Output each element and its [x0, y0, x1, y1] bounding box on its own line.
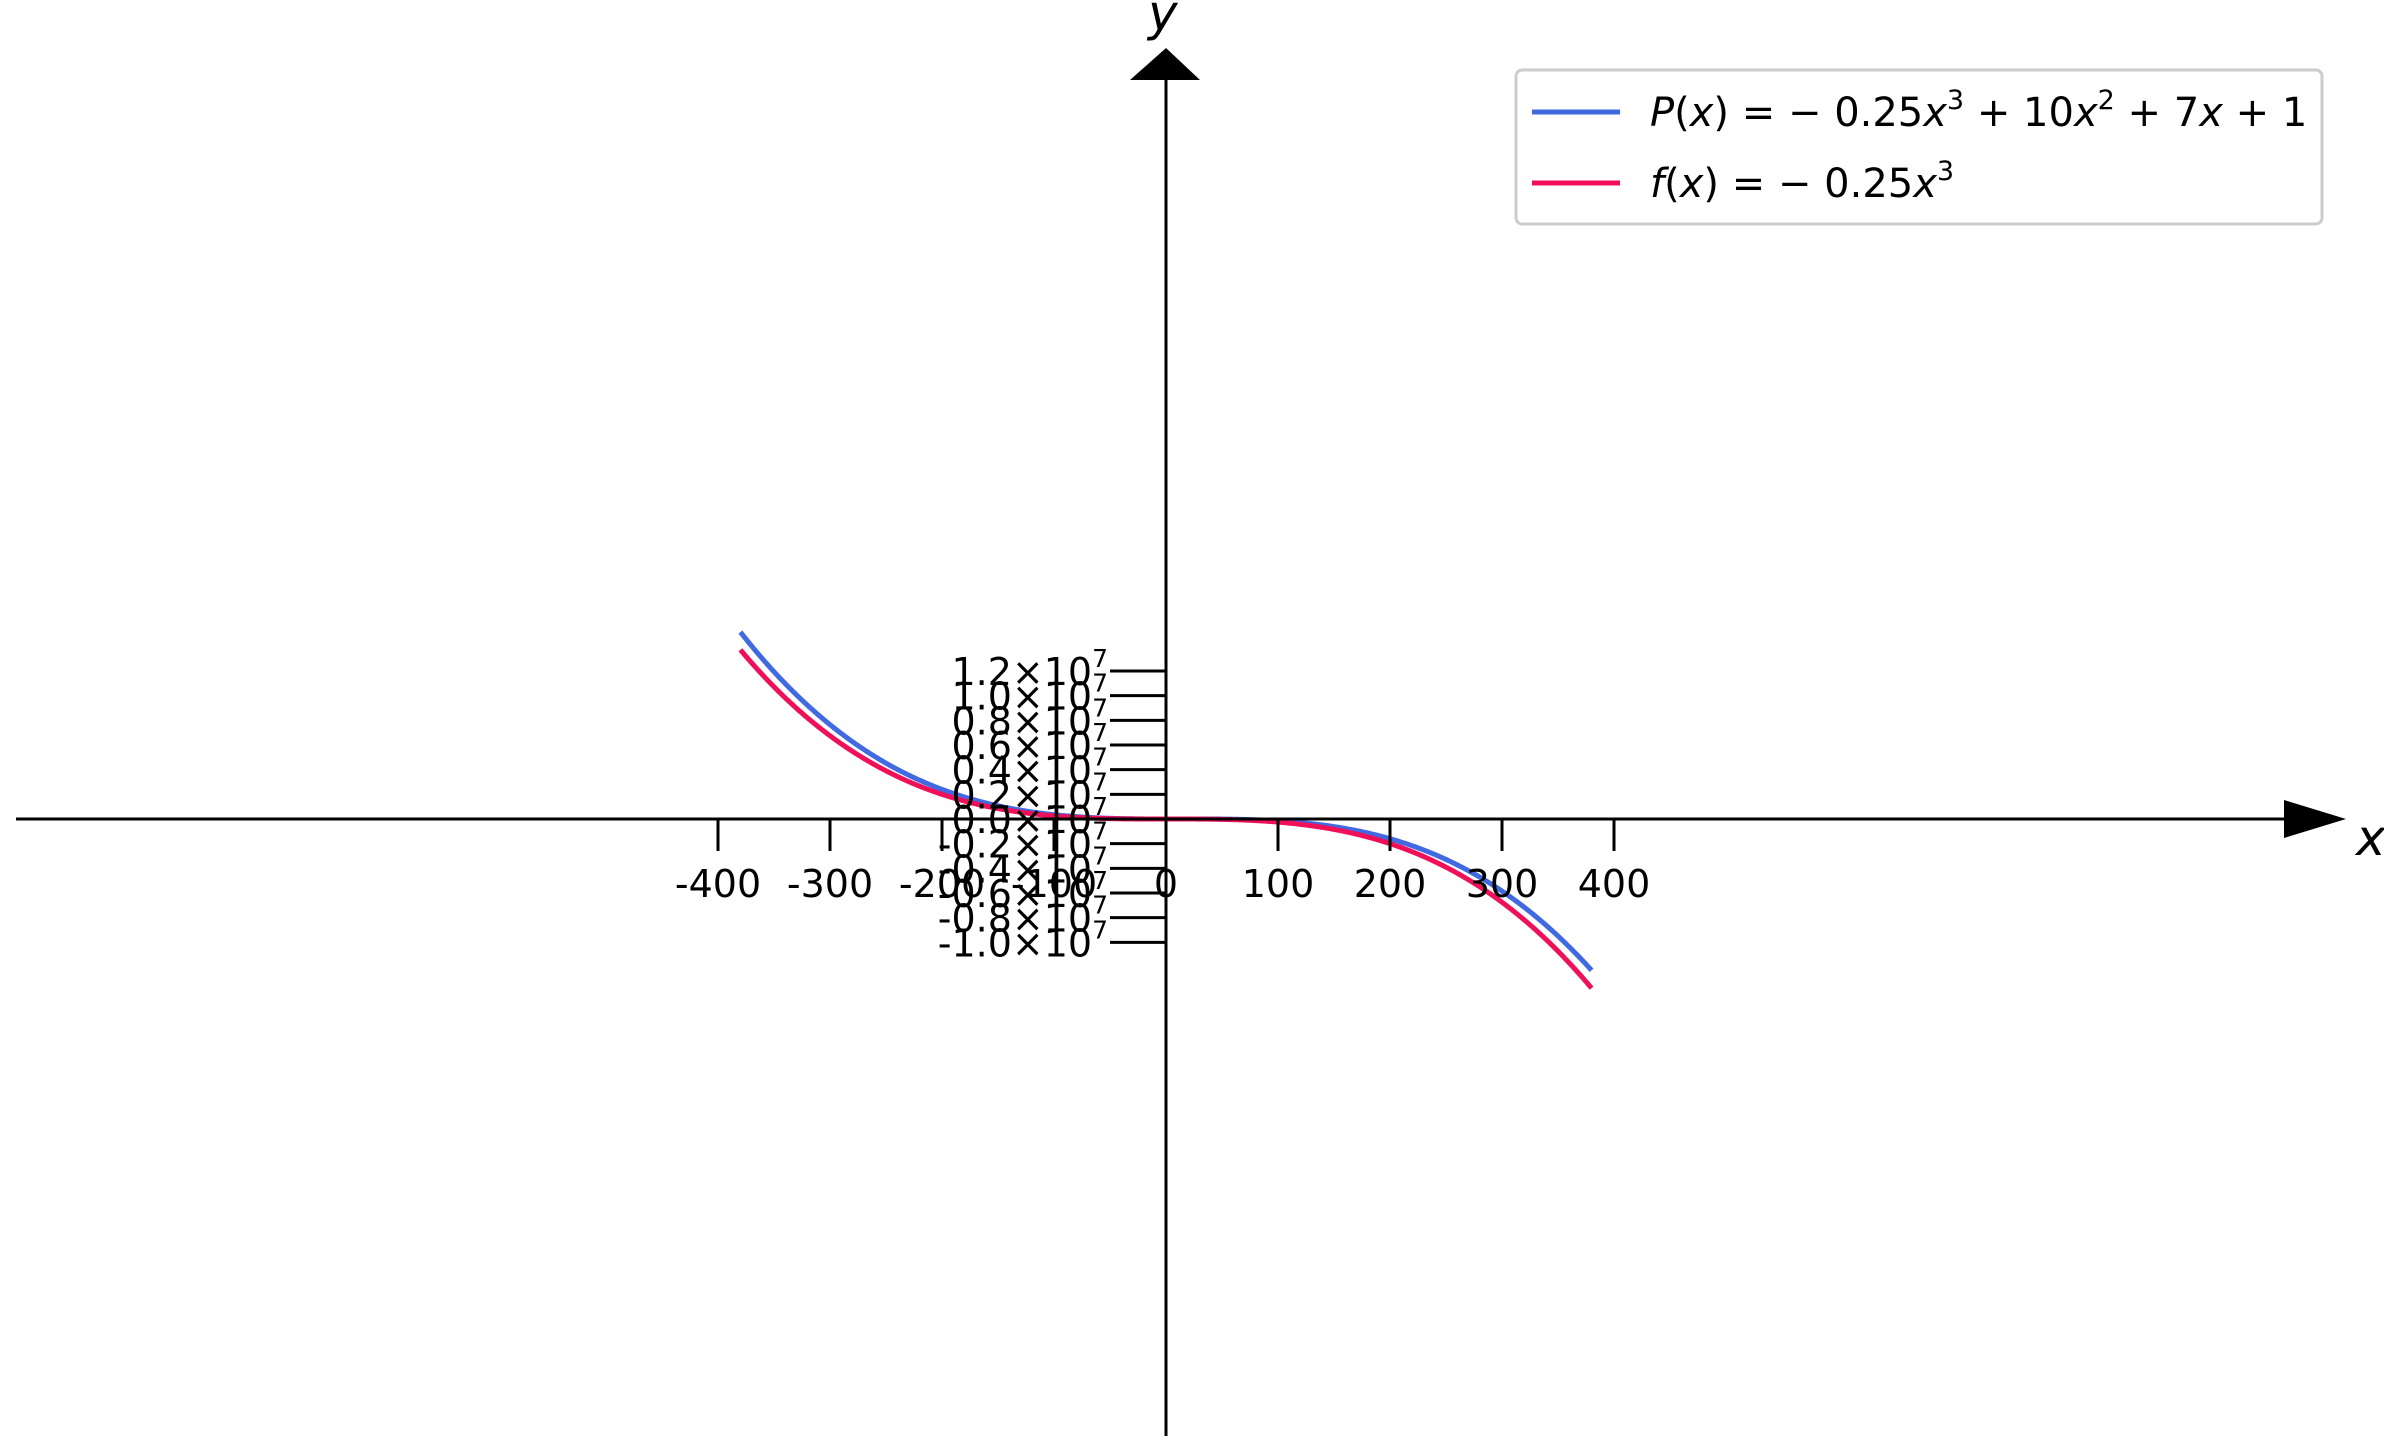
legend-box	[1514, 68, 2324, 226]
y-tick-label: -1.0×107	[938, 915, 1108, 965]
x-ticks: -400 -300 -200 -100 0 100 200 300 400	[675, 819, 1650, 906]
x-tick-label: -300	[787, 862, 873, 906]
x-axis-label: x	[2354, 809, 2384, 867]
y-tick-label: 0.2×107	[951, 767, 1108, 817]
x-tick-label: 400	[1578, 862, 1651, 906]
x-tick-label: -100	[1011, 862, 1097, 906]
y-tick-label: 0.0×107	[951, 792, 1108, 842]
y-ticks: 1.2×1071.0×1070.8×1070.6×1070.4×1070.2×1…	[938, 644, 1166, 965]
y-tick-label: -0.2×107	[938, 817, 1108, 867]
x-tick-label: 100	[1242, 862, 1315, 906]
y-tick-label: 0.6×107	[951, 718, 1108, 768]
y-tick-label: 0.4×107	[951, 743, 1108, 793]
y-tick-label: 0.8×107	[951, 693, 1108, 743]
y-tick-label: 1.0×107	[951, 669, 1108, 719]
legend-label: P(x) = − 0.25x3 + 10x2 + 7x + 1	[1650, 85, 2307, 136]
legend-label: f(x) = − 0.25x3	[1650, 156, 1954, 207]
x-tick-label: -200	[899, 862, 985, 906]
y-tick-label: -0.6×107	[938, 866, 1108, 916]
y-axis-arrow	[1130, 48, 1200, 80]
y-axis-label: y	[1146, 0, 1179, 42]
y-tick-label: -0.8×107	[938, 891, 1108, 941]
x-tick-label: 300	[1466, 862, 1539, 906]
y-tick-label: 1.2×107	[951, 644, 1108, 694]
y-tick-label: -0.4×107	[938, 841, 1108, 891]
x-axis-arrow	[2284, 800, 2346, 838]
x-tick-label: 200	[1354, 862, 1427, 906]
x-tick-label: -400	[675, 862, 761, 906]
legend: P(x) = − 0.25x3 + 10x2 + 7x + 1 f(x) = − …	[1514, 68, 2324, 226]
